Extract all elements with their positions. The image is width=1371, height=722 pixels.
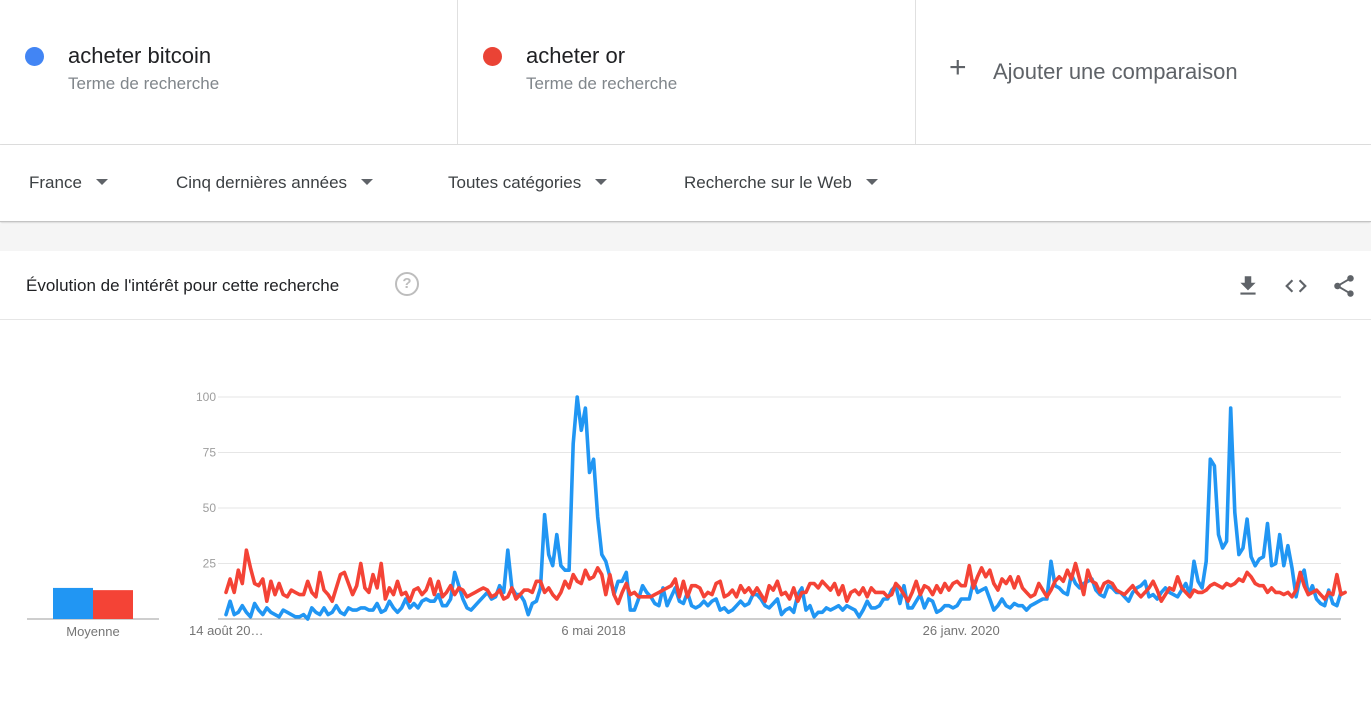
region-dropdown[interactable]: France	[29, 173, 108, 193]
average-bar	[93, 590, 133, 619]
period-dropdown[interactable]: Cinq dernières années	[176, 173, 374, 193]
filters-bar: France Cinq dernières années Toutes caté…	[0, 145, 1371, 222]
search-type-value: Recherche sur le Web	[684, 173, 852, 192]
section-divider	[0, 224, 1371, 251]
term-type: Terme de recherche	[68, 74, 220, 93]
add-comparison-button[interactable]: + Ajouter une comparaison	[916, 0, 1371, 144]
y-tick-label: 50	[203, 501, 217, 515]
interest-card-header: Évolution de l'intérêt pour cette recher…	[0, 251, 1371, 320]
category-value: Toutes catégories	[448, 173, 582, 192]
interest-over-time-chart: 25 50 75 100 14 août 20… 6 mai 2018 26 janv. 2…	[27, 390, 1347, 639]
help-icon[interactable]: ?	[395, 272, 419, 296]
period-value: Cinq dernières années	[176, 173, 348, 192]
series-color-dot	[25, 47, 44, 66]
search-type-dropdown[interactable]: Recherche sur le Web	[684, 173, 878, 193]
term-type: Terme de recherche	[526, 74, 678, 93]
dropdown-arrow-icon	[865, 178, 878, 185]
series-line-or	[224, 548, 1347, 606]
x-tick-label: 26 janv. 2020	[923, 623, 1000, 638]
series-color-dot	[483, 47, 502, 66]
plus-icon: +	[949, 51, 967, 84]
chart-area: 25 50 75 100 14 août 20… 6 mai 2018 26 janv. 2…	[0, 320, 1371, 717]
average-bar	[53, 587, 93, 619]
term-card-bitcoin[interactable]: acheter bitcoin Terme de recherche	[0, 0, 458, 144]
y-tick-label: 100	[196, 390, 216, 404]
share-icon[interactable]	[1331, 273, 1357, 299]
dropdown-arrow-icon	[95, 178, 108, 185]
search-terms-bar: acheter bitcoin Terme de recherche achet…	[0, 0, 1371, 145]
y-tick-label: 75	[203, 446, 217, 460]
category-dropdown[interactable]: Toutes catégories	[448, 173, 608, 193]
region-value: France	[29, 173, 82, 192]
term-name[interactable]: acheter or	[526, 43, 626, 68]
embed-code-icon[interactable]	[1283, 273, 1309, 299]
term-card-or[interactable]: acheter or Terme de recherche	[458, 0, 916, 144]
card-title: Évolution de l'intérêt pour cette recher…	[26, 276, 340, 295]
y-tick-label: 25	[203, 557, 217, 571]
average-label: Moyenne	[66, 624, 119, 639]
add-comparison-label: Ajouter une comparaison	[993, 59, 1238, 84]
dropdown-arrow-icon	[361, 178, 374, 185]
x-tick-label: 6 mai 2018	[561, 623, 625, 638]
download-icon[interactable]	[1235, 273, 1261, 299]
dropdown-arrow-icon	[595, 178, 608, 185]
term-name[interactable]: acheter bitcoin	[68, 43, 212, 68]
x-tick-label: 14 août 20…	[189, 623, 263, 638]
series-line-bitcoin	[224, 395, 1343, 621]
